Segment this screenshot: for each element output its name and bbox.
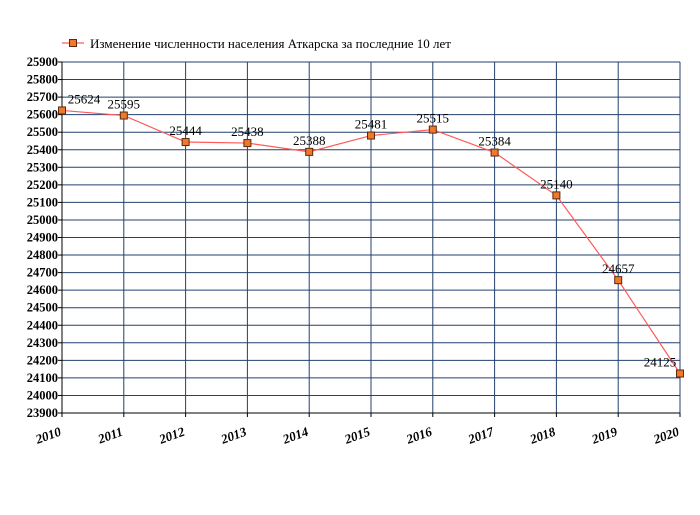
marker [676,369,684,378]
y-tick-label: 24300 [27,336,58,350]
value-label: 25384 [478,134,511,149]
value-label: 25140 [540,176,573,191]
y-tick-label: 25100 [27,195,58,209]
marker [119,111,128,120]
marker [490,148,499,157]
y-tick-label: 24400 [27,318,58,332]
value-label: 25444 [169,123,202,138]
y-tick-label: 25700 [27,90,58,104]
value-label: 25438 [231,124,264,139]
y-tick-label: 24700 [27,266,58,280]
y-tick-label: 23900 [27,406,58,420]
y-tick-label: 25500 [27,125,58,139]
legend-marker [69,39,77,47]
value-label: 25624 [68,91,101,106]
marker [305,147,314,156]
value-label: 25515 [417,111,450,126]
y-tick-label: 24800 [27,248,58,262]
marker [367,131,375,140]
marker [428,125,437,134]
marker [614,276,623,285]
y-tick-label: 25600 [27,108,58,122]
y-tick-label: 24600 [27,283,58,297]
y-tick-label: 25300 [27,160,58,174]
y-tick-label: 25900 [27,55,58,69]
value-label: 24125 [644,355,677,370]
marker [243,139,252,148]
marker [58,106,66,115]
marker [552,191,561,200]
marker [181,138,190,147]
y-tick-label: 25200 [27,178,58,192]
value-label: 25388 [293,133,326,148]
legend-label: Изменение численности населения Аткарска… [90,36,451,51]
y-tick-label: 24200 [27,353,58,367]
y-tick-label: 25800 [27,73,58,87]
y-tick-label: 24100 [27,371,58,385]
y-tick-label: 24500 [27,301,58,315]
value-label: 24657 [602,261,635,276]
value-label: 25595 [108,97,141,112]
value-label: 25481 [355,117,388,132]
y-tick-label: 24900 [27,231,58,245]
y-tick-label: 25000 [27,213,58,227]
y-tick-label: 24000 [27,388,58,402]
y-tick-label: 25400 [27,143,58,157]
